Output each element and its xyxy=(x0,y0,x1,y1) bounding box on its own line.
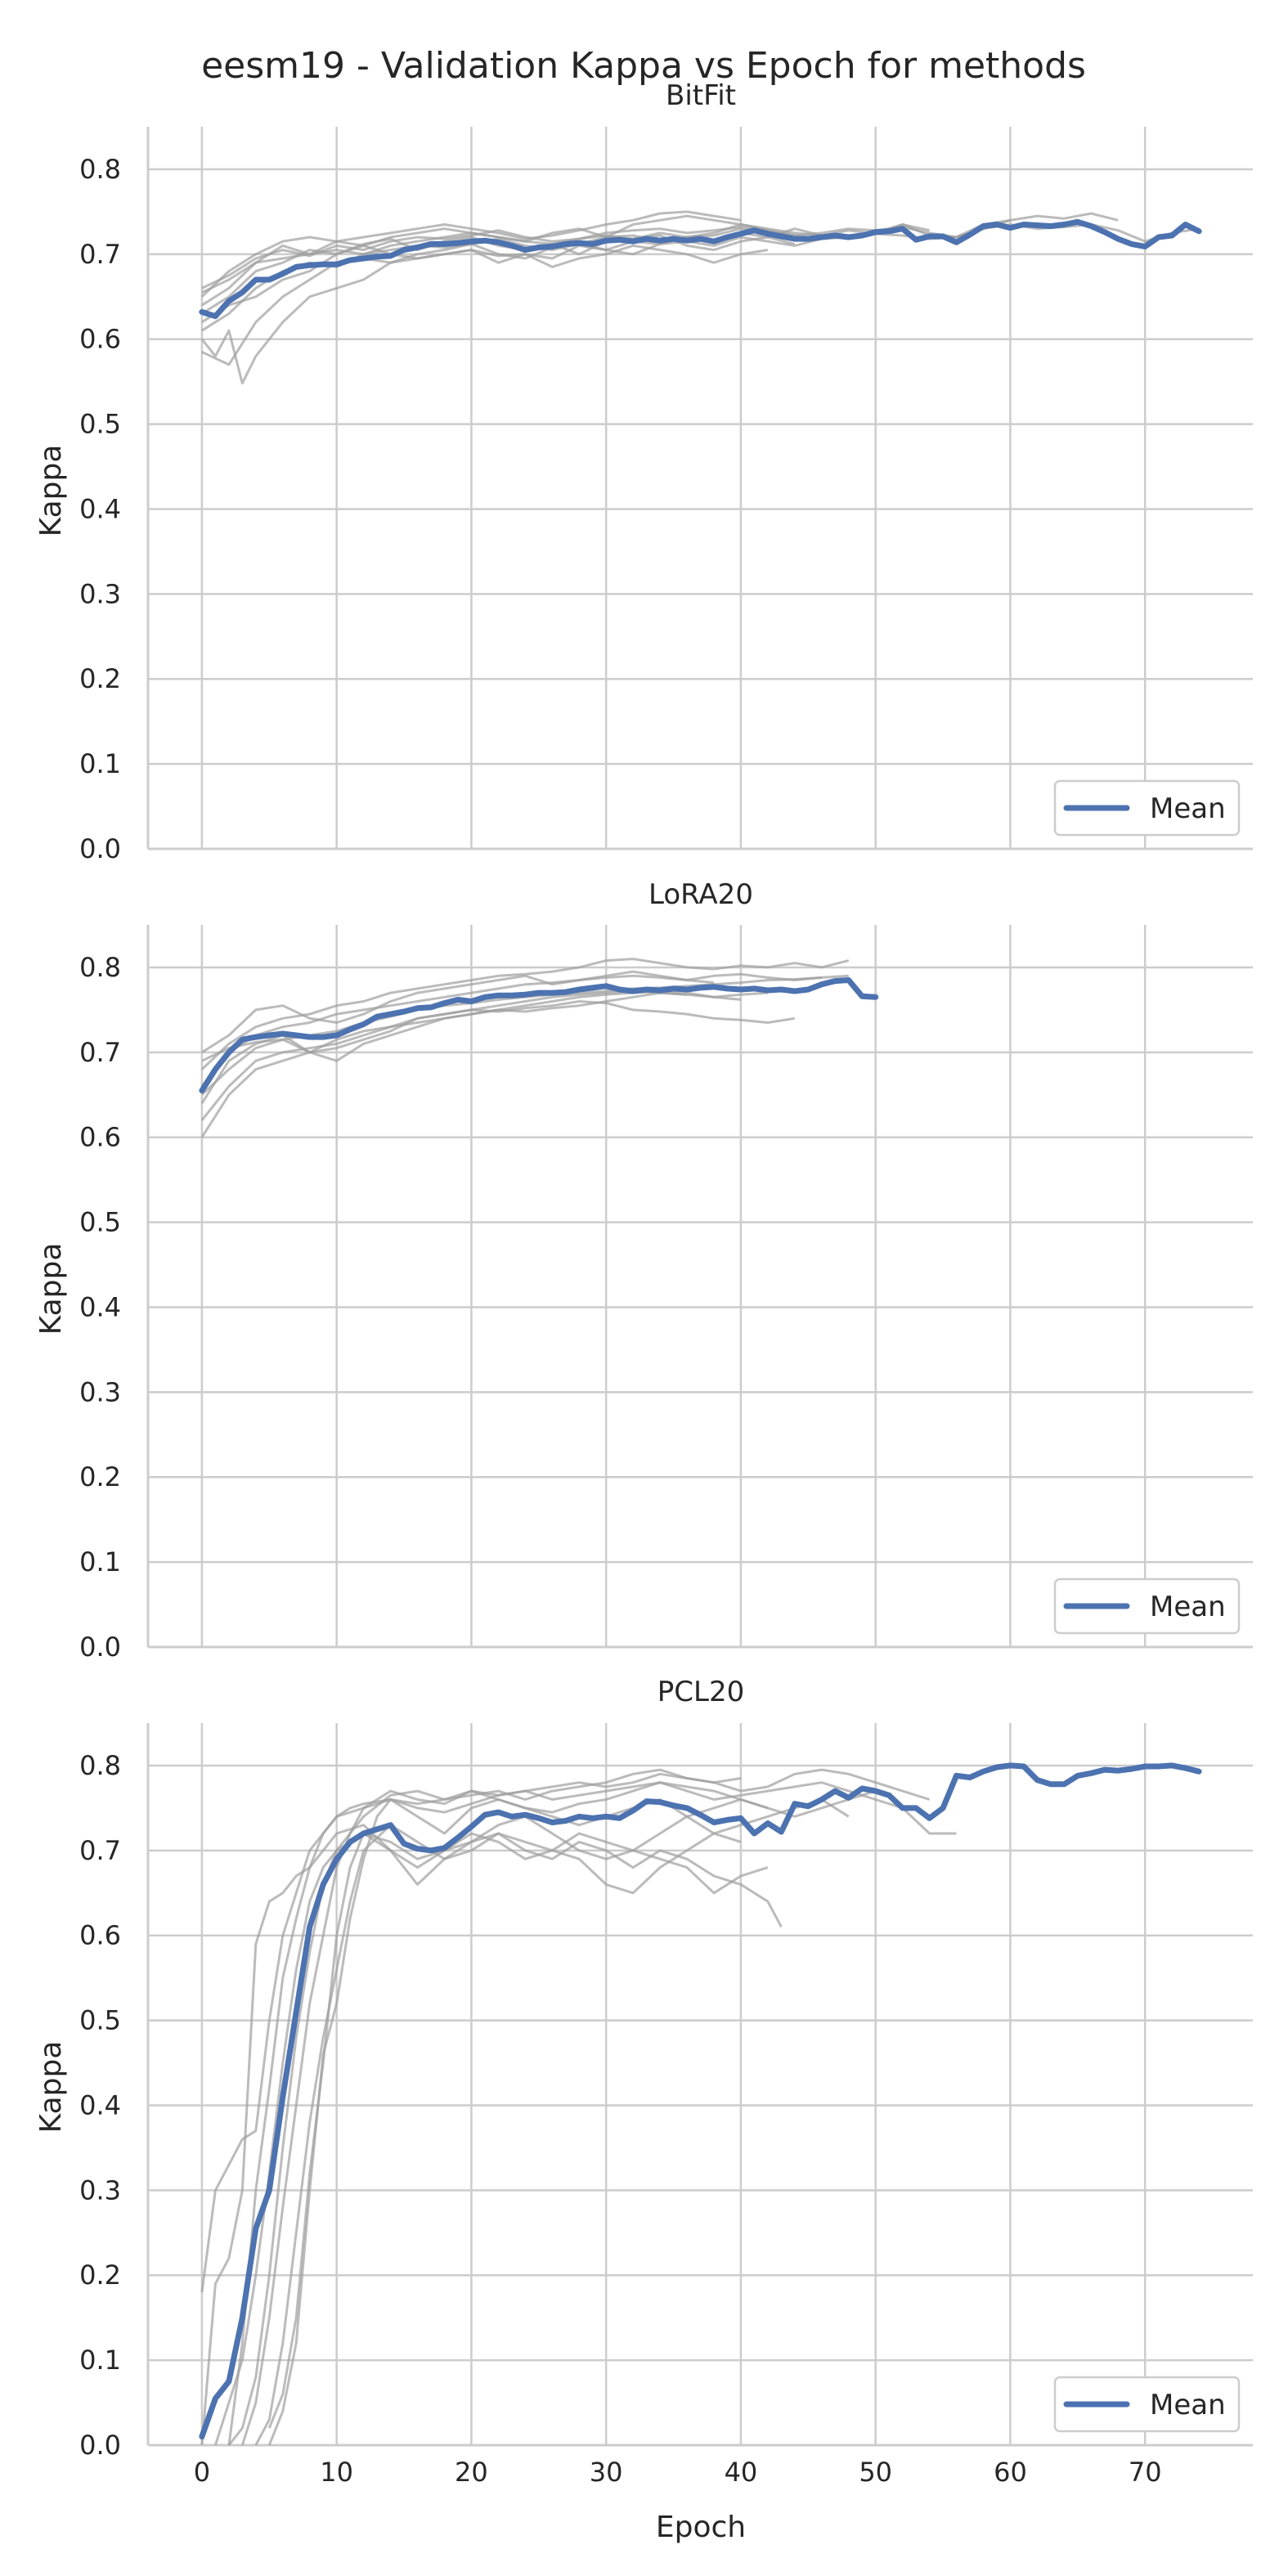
panel-title: PCL20 xyxy=(657,1676,744,1708)
y-tick-label: 0.2 xyxy=(79,2260,121,2291)
panel-bitfit: BitFit Kappa 0.0 0.1 0.2 0.3 0.4 0.5 0.6 0.7 0.8… xyxy=(34,79,1253,864)
x-tick-label: 30 xyxy=(590,2457,623,2488)
tick-labels: 0.0 0.1 0.2 0.3 0.4 0.5 0.6 0.7 0.8 xyxy=(79,154,121,864)
y-tick-label: 0.2 xyxy=(79,663,121,694)
x-tick-label: 0 xyxy=(194,2457,210,2488)
run-lines xyxy=(200,1768,957,2446)
y-tick-label: 0.3 xyxy=(79,1376,121,1407)
legend: Mean xyxy=(1053,1577,1241,1635)
y-tick-label: 0.8 xyxy=(79,952,121,983)
x-tick-label: 70 xyxy=(1129,2457,1162,2488)
mean-line xyxy=(199,977,879,1094)
run-line xyxy=(254,1824,742,2446)
figure-suptitle: eesm19 - Validation Kappa vs Epoch for m… xyxy=(201,45,1086,87)
x-tick-label: 10 xyxy=(320,2457,353,2488)
run-line xyxy=(213,1832,783,2446)
y-tick-label: 0.2 xyxy=(79,1461,121,1492)
run-line xyxy=(227,1768,931,2446)
x-tick-label: 50 xyxy=(859,2457,892,2488)
run-line xyxy=(200,958,850,1070)
mean-line xyxy=(199,1762,1202,2440)
y-tick-label: 0.4 xyxy=(79,2089,121,2120)
y-tick-label: 0.7 xyxy=(79,1835,121,1866)
y-axis-label: Kappa xyxy=(34,445,68,537)
legend: Mean xyxy=(1053,2376,1241,2433)
y-axis-label: Kappa xyxy=(34,1243,68,1335)
legend-mean-label: Mean xyxy=(1150,2389,1226,2421)
run-line xyxy=(201,970,822,1054)
y-tick-label: 0.7 xyxy=(79,1037,121,1068)
y-tick-label: 0.1 xyxy=(79,2345,121,2376)
panel-lora20: LoRA20 Kappa 0.0 0.1 0.2 0.3 0.4 0.5 0.6 0.7 0.8… xyxy=(34,878,1253,1663)
gridlines xyxy=(146,925,1253,1649)
run-line xyxy=(200,1772,742,2293)
panel-title: BitFit xyxy=(666,79,736,112)
y-tick-label: 0.3 xyxy=(79,2174,121,2206)
run-line xyxy=(200,1824,769,2446)
y-tick-label: 0.1 xyxy=(79,748,121,779)
y-tick-label: 0.6 xyxy=(79,1920,121,1951)
legend-mean-label: Mean xyxy=(1150,792,1226,825)
legend: Mean xyxy=(1053,779,1241,837)
mean-line-layer xyxy=(199,977,879,1094)
y-tick-label: 0.1 xyxy=(79,1546,121,1577)
y-tick-label: 0.0 xyxy=(79,833,121,864)
y-tick-label: 0.0 xyxy=(79,1631,121,1663)
y-tick-label: 0.0 xyxy=(79,2430,121,2461)
x-axis-label: Epoch xyxy=(656,2511,746,2544)
panel-title: LoRA20 xyxy=(648,878,753,911)
run-line xyxy=(267,1789,877,2429)
legend-box xyxy=(1053,2376,1241,2433)
y-tick-label: 0.6 xyxy=(79,324,121,355)
x-tick-label: 60 xyxy=(994,2457,1027,2488)
x-tick-label: 40 xyxy=(725,2457,758,2488)
y-tick-label: 0.8 xyxy=(79,1750,121,1781)
y-axis-label: Kappa xyxy=(34,2041,68,2134)
gridlines xyxy=(146,1723,1253,2447)
y-tick-label: 0.7 xyxy=(79,239,121,270)
run-line xyxy=(267,1781,769,2446)
gridlines xyxy=(146,127,1253,850)
run-line xyxy=(227,1781,957,2446)
run-lines xyxy=(200,958,850,1138)
y-tick-label: 0.5 xyxy=(79,2005,121,2036)
run-line xyxy=(240,1789,850,2446)
legend-box xyxy=(1053,779,1241,837)
y-tick-label: 0.8 xyxy=(79,154,121,185)
tick-labels: 0.0 0.1 0.2 0.3 0.4 0.5 0.6 0.7 0.8 0 10 20 30 40 50 60… xyxy=(79,1750,1161,2488)
y-tick-label: 0.6 xyxy=(79,1122,121,1153)
legend-box xyxy=(1053,1577,1241,1635)
panel-pcl20: PCL20 Kappa 0.00.10.20.30.40.50.60.70.80… xyxy=(34,1676,1253,2544)
mean-line-layer xyxy=(199,1762,1202,2440)
y-tick-label: 0.5 xyxy=(79,409,121,440)
run-line xyxy=(200,234,849,385)
y-tick-label: 0.4 xyxy=(79,1291,121,1322)
y-tick-label: 0.4 xyxy=(79,493,121,524)
run-line xyxy=(200,974,715,1088)
tick-labels: 0.0 0.1 0.2 0.3 0.4 0.5 0.6 0.7 0.8 xyxy=(79,952,121,1663)
run-line xyxy=(201,244,769,324)
mean-line xyxy=(199,218,1202,320)
run-line xyxy=(200,210,742,298)
y-tick-label: 0.5 xyxy=(79,1207,121,1238)
legend-mean-label: Mean xyxy=(1150,1591,1226,1623)
y-tick-label: 0.3 xyxy=(79,578,121,609)
mean-line-layer xyxy=(199,218,1202,320)
run-line xyxy=(200,991,742,1105)
run-line xyxy=(200,1000,796,1121)
x-tick-label: 20 xyxy=(455,2457,488,2488)
